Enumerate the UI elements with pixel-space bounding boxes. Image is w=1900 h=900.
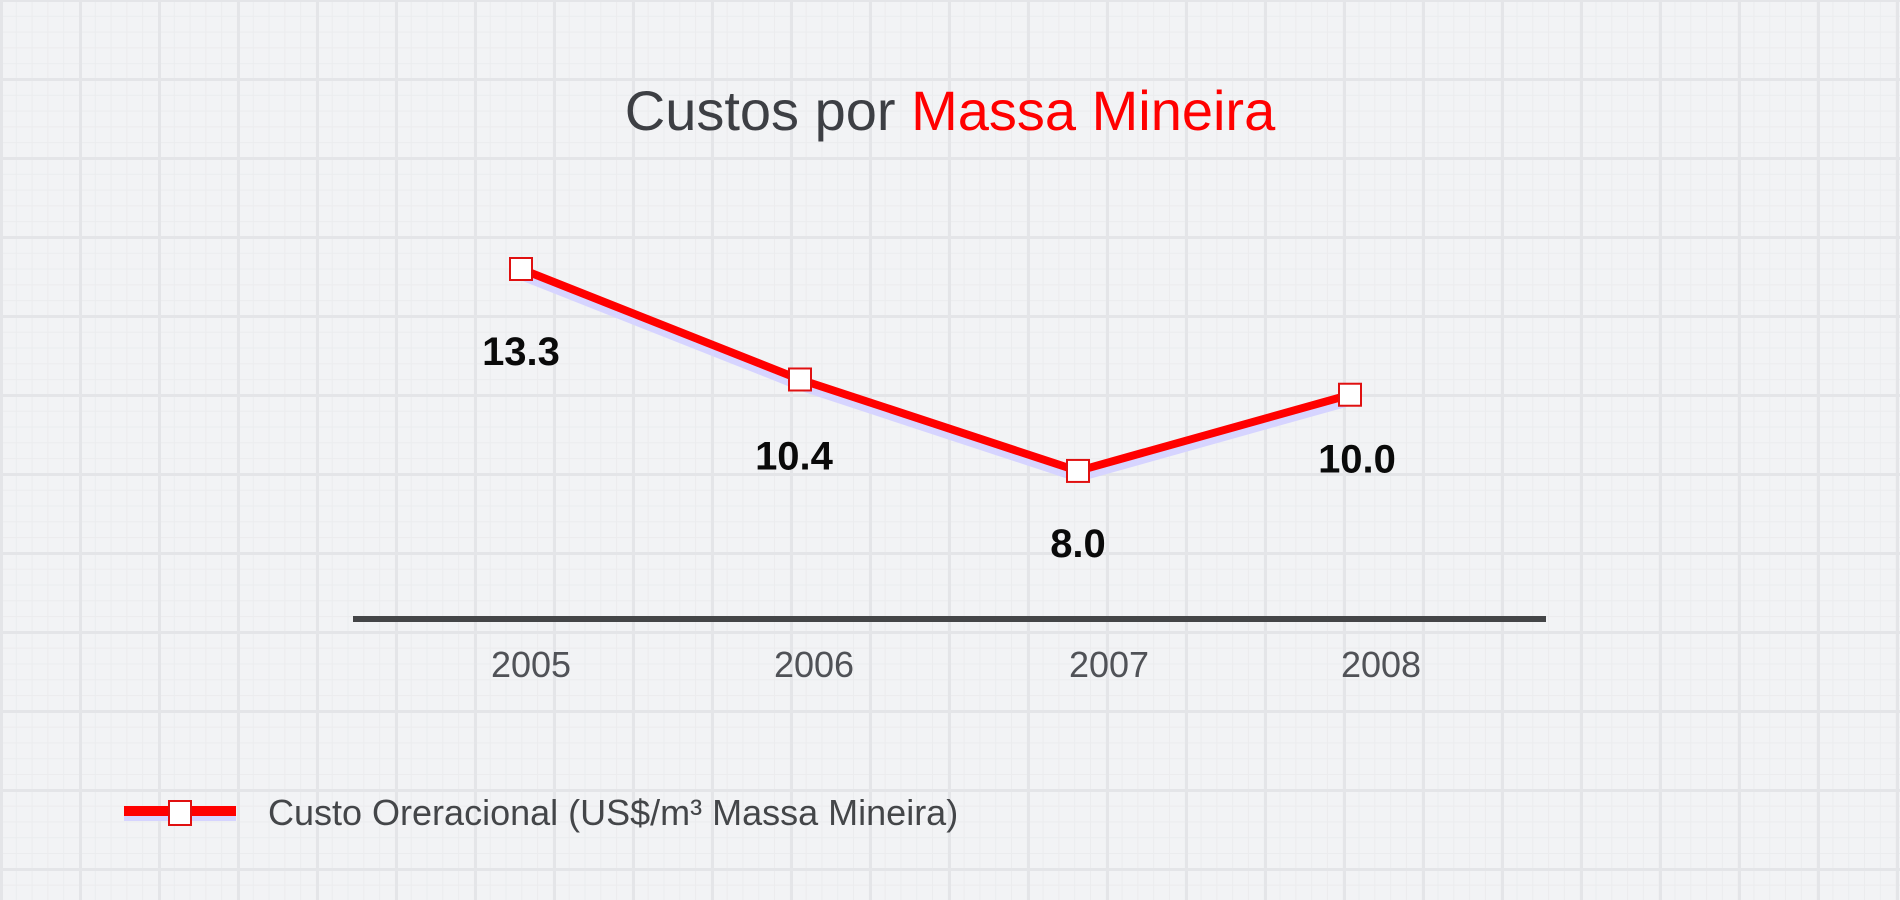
data-point-marker (788, 367, 812, 392)
series-line-shadow (519, 272, 1352, 482)
data-label: 8.0 (1050, 522, 1106, 566)
x-tick-label: 2006 (774, 644, 854, 685)
chart-title: Custos por Massa Mineira (0, 78, 1900, 143)
x-tick-label: 2008 (1341, 644, 1421, 685)
title-highlight: Massa Mineira (911, 79, 1276, 142)
series-line (519, 265, 1352, 475)
data-label: 10.0 (1318, 438, 1396, 482)
data-label: 13.3 (482, 330, 560, 374)
legend: Custo Oreracional (US$/m³ Massa Mineira) (124, 792, 958, 834)
data-point-marker (1338, 382, 1362, 407)
data-point-marker (1066, 458, 1090, 483)
x-tick-label: 2005 (491, 644, 571, 685)
legend-line-marker-icon (124, 800, 236, 826)
data-label: 10.4 (755, 434, 834, 478)
data-point-marker (509, 257, 533, 281)
title-prefix: Custos por (624, 79, 912, 142)
x-tick-label: 2007 (1069, 644, 1149, 685)
legend-label: Custo Oreracional (US$/m³ Massa Mineira) (268, 792, 959, 833)
